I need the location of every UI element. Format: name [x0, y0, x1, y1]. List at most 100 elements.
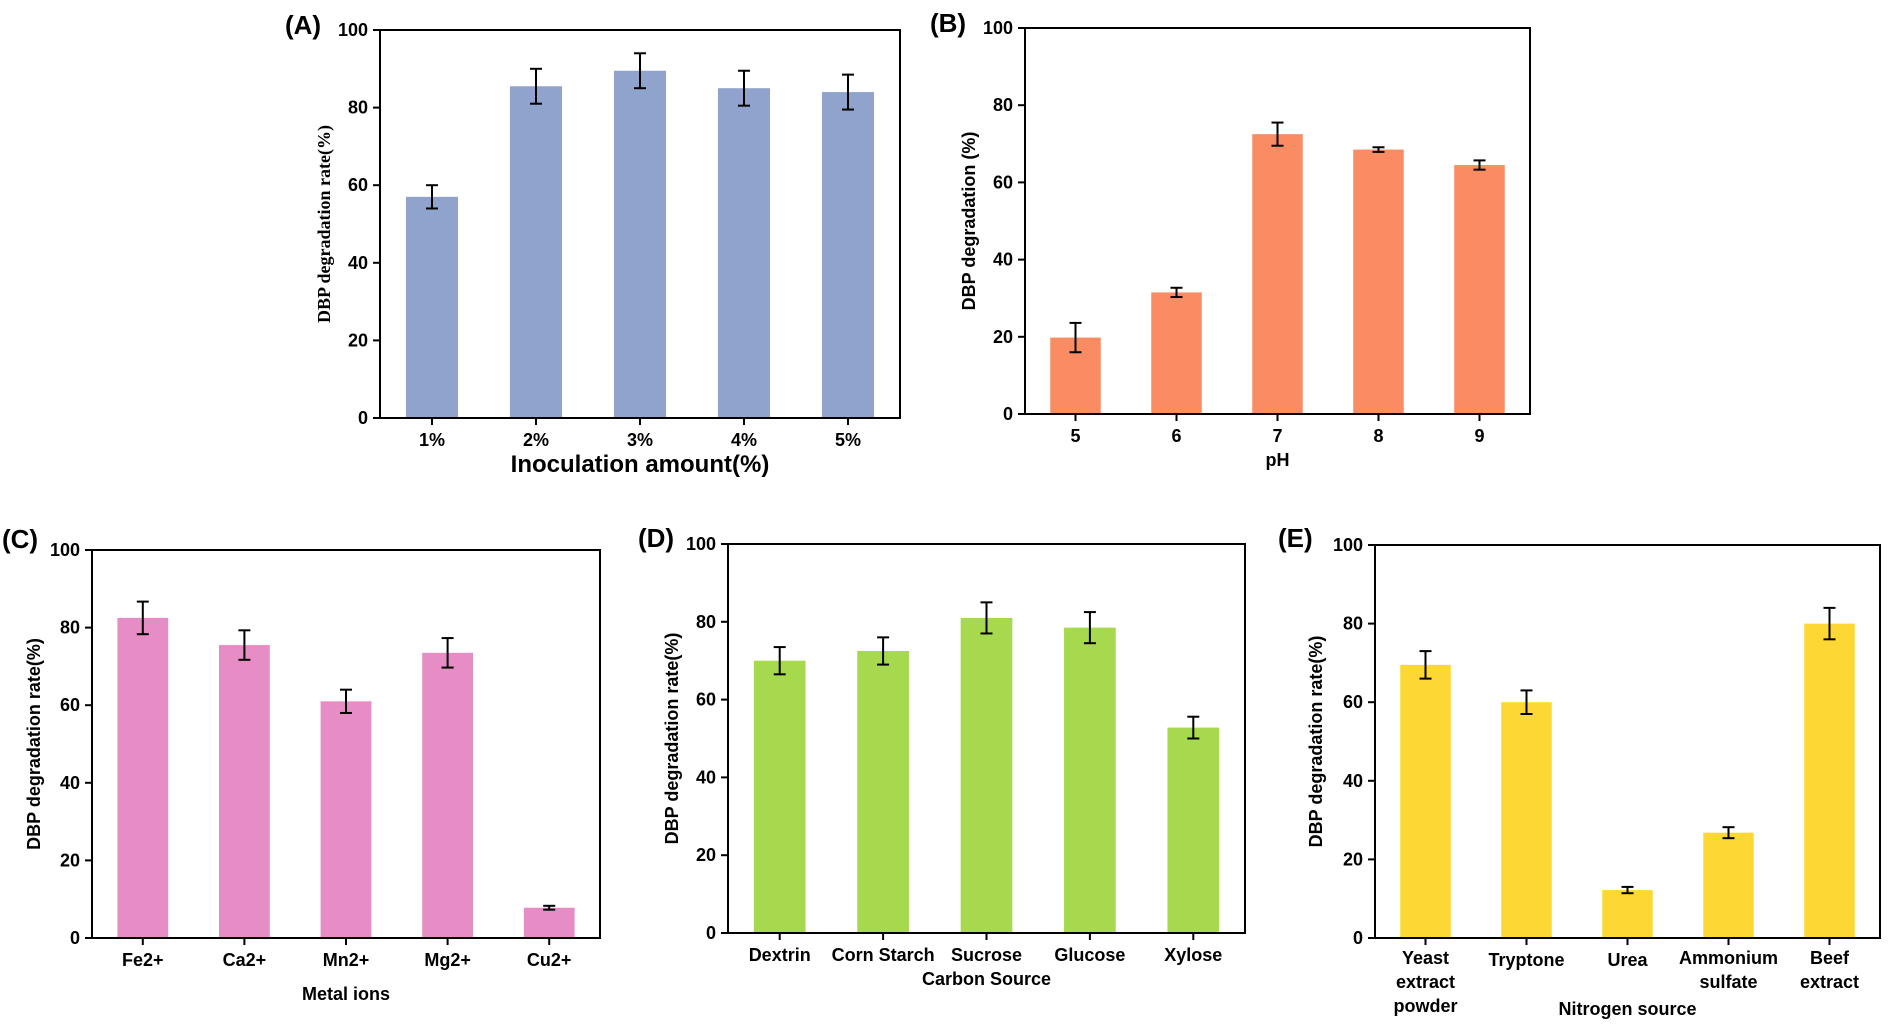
- y-tick-label: 40: [60, 773, 80, 793]
- panel-label: (C): [2, 524, 38, 554]
- error-bar: [1520, 689, 1533, 715]
- x-tick-label: Mn2+: [323, 950, 370, 970]
- error-bar: [773, 646, 786, 676]
- x-tick-label: 2%: [523, 430, 549, 450]
- error-bar: [530, 67, 542, 105]
- panel-label: (A): [285, 10, 321, 40]
- x-tick-label: Xylose: [1164, 945, 1222, 965]
- panel-label: (E): [1278, 523, 1313, 553]
- y-tick-label: 40: [696, 767, 716, 787]
- y-tick-label: 20: [993, 327, 1013, 347]
- x-tick-label: Mg2+: [424, 950, 471, 970]
- y-tick-label: 80: [696, 612, 716, 632]
- x-tick-label: 5%: [835, 430, 861, 450]
- bar: [1602, 890, 1653, 938]
- y-tick-label: 60: [1343, 692, 1363, 712]
- error-bar: [136, 600, 149, 636]
- y-tick-label: 100: [983, 18, 1013, 38]
- x-tick-label: Glucose: [1054, 945, 1125, 965]
- y-tick-label: 80: [60, 618, 80, 638]
- error-bar: [980, 601, 993, 635]
- x-tick-label: 9: [1474, 426, 1484, 446]
- error-bar: [441, 637, 454, 669]
- error-bar: [1069, 321, 1082, 354]
- bar: [822, 92, 874, 418]
- x-axis-title: Metal ions: [302, 984, 390, 1004]
- x-tick-label: Yeast extract powder: [1393, 948, 1457, 1016]
- x-tick-label: Fe2+: [122, 950, 164, 970]
- bar: [1167, 727, 1220, 933]
- x-tick-label: 8: [1373, 426, 1383, 446]
- bar: [718, 88, 770, 418]
- y-tick-label: 0: [1003, 404, 1013, 424]
- error-bar: [1170, 286, 1183, 299]
- panel-label: (B): [930, 8, 966, 38]
- y-axis-title: DBP degradation (%): [959, 132, 979, 311]
- x-tick-label: Sucrose: [951, 945, 1022, 965]
- x-tick-label: 6: [1171, 426, 1181, 446]
- x-tick-label: 3%: [627, 430, 653, 450]
- bar: [1151, 292, 1202, 414]
- bar: [1252, 134, 1303, 414]
- error-bar: [1372, 146, 1385, 153]
- error-bar: [1271, 121, 1284, 147]
- x-axis-title: Inoculation amount(%): [511, 451, 770, 478]
- bar: [1804, 623, 1855, 938]
- bar: [1353, 149, 1404, 414]
- bar: [960, 617, 1013, 933]
- bar: [523, 907, 575, 938]
- bar: [614, 70, 666, 419]
- x-tick-label: 1%: [419, 430, 445, 450]
- x-axis-title: pH: [1266, 450, 1290, 470]
- y-axis-title: DBP degradation rate(%): [1306, 636, 1326, 848]
- error-bar: [1187, 715, 1200, 740]
- x-tick-label: Dextrin: [749, 945, 811, 965]
- y-tick-label: 80: [993, 95, 1013, 115]
- error-bar: [426, 184, 438, 210]
- error-bar: [1621, 885, 1634, 895]
- y-axis-title: DBP degradation rate(%): [24, 638, 44, 850]
- x-axis-title: Nitrogen source: [1558, 999, 1696, 1019]
- panel-label: (D): [638, 523, 674, 553]
- chart-panel-a: 0 20 40 60 80 100 1% 2% 3% 4% 5% Inoculation amount…: [285, 10, 901, 478]
- y-tick-label: 20: [60, 850, 80, 870]
- y-tick-label: 20: [1343, 849, 1363, 869]
- y-tick-label: 100: [50, 540, 80, 560]
- y-tick-label: 40: [993, 250, 1013, 270]
- x-tick-label: Ammonium sulfate: [1679, 948, 1778, 992]
- chart-panel-e: 0 20 40 60 80 100 Yeast extract powder Tryptone Ur…: [1278, 523, 1881, 1019]
- chart-panel-c: 0 20 40 60 80 100 Fe2+ Ca2+ Mn2+ Mg2+ Cu2+ Metal io…: [2, 524, 601, 1004]
- bar: [320, 701, 372, 938]
- y-tick-label: 100: [1333, 535, 1363, 555]
- bar: [1454, 165, 1505, 414]
- error-bar: [1722, 826, 1735, 840]
- y-axis-title: DBP degradation rate(%): [314, 125, 335, 323]
- y-tick-label: 100: [338, 20, 368, 40]
- x-axis-title: Carbon Source: [922, 969, 1051, 989]
- chart-panel-d: 0 20 40 60 80 100 Dextrin Corn Starch Sucrose Glu…: [638, 523, 1246, 989]
- error-bar: [543, 904, 556, 911]
- x-tick-label: 5: [1070, 426, 1080, 446]
- y-axis-title: DBP degradation rate(%): [662, 633, 682, 845]
- bar: [510, 86, 562, 418]
- y-tick-label: 80: [1343, 614, 1363, 634]
- x-tick-label: Ca2+: [223, 950, 267, 970]
- y-tick-label: 0: [358, 408, 368, 428]
- error-bar: [1473, 159, 1486, 171]
- y-tick-label: 20: [348, 330, 368, 350]
- bar: [406, 196, 458, 418]
- error-bar: [238, 629, 251, 661]
- y-tick-label: 60: [696, 690, 716, 710]
- error-bar: [634, 52, 646, 90]
- x-tick-label: Beef extract: [1800, 948, 1859, 992]
- error-bar: [1083, 611, 1096, 645]
- x-tick-label: 4%: [731, 430, 757, 450]
- y-tick-label: 0: [706, 923, 716, 943]
- y-tick-label: 0: [70, 928, 80, 948]
- x-tick-label: Urea: [1607, 950, 1648, 970]
- y-tick-label: 80: [348, 98, 368, 118]
- y-tick-label: 0: [1353, 928, 1363, 948]
- y-tick-label: 20: [696, 845, 716, 865]
- x-tick-label: 7: [1272, 426, 1282, 446]
